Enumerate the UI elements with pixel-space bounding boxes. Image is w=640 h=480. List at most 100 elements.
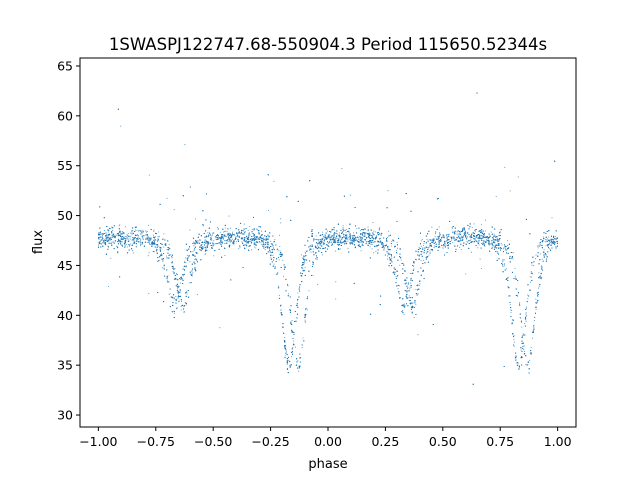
data-point	[491, 242, 493, 244]
data-point	[369, 246, 371, 248]
data-point	[132, 252, 134, 254]
data-point	[362, 244, 364, 247]
data-point	[294, 346, 297, 348]
data-point	[450, 239, 452, 241]
data-point	[510, 309, 512, 311]
data-point	[197, 239, 199, 242]
data-point	[484, 230, 486, 232]
data-point	[302, 268, 304, 270]
data-point	[271, 244, 274, 246]
data-point	[272, 254, 274, 257]
data-point	[447, 244, 449, 246]
data-point	[177, 297, 179, 299]
data-point	[526, 315, 528, 317]
data-point	[407, 286, 409, 289]
data-point	[124, 245, 126, 247]
data-point	[510, 258, 512, 260]
data-point	[503, 247, 505, 249]
data-point	[547, 236, 549, 238]
data-point	[423, 259, 425, 261]
data-point	[253, 229, 255, 231]
data-point	[175, 272, 178, 274]
data-point	[504, 166, 506, 168]
data-point	[338, 241, 340, 244]
data-point	[238, 247, 240, 249]
data-point	[518, 303, 520, 305]
data-point	[131, 232, 133, 234]
data-point	[463, 229, 465, 231]
data-point	[543, 255, 545, 257]
data-point	[153, 230, 155, 232]
data-point	[150, 237, 152, 239]
data-point	[423, 242, 425, 245]
data-point	[186, 254, 188, 256]
data-point	[324, 238, 326, 240]
data-point	[219, 327, 221, 329]
data-point	[222, 235, 224, 238]
data-point	[286, 367, 289, 369]
data-point	[523, 351, 526, 353]
data-point	[191, 275, 193, 277]
data-point	[297, 304, 299, 306]
data-point	[359, 229, 362, 232]
data-point	[525, 315, 527, 317]
data-point	[400, 304, 402, 307]
data-point	[555, 237, 557, 239]
data-point	[357, 238, 360, 240]
data-point	[320, 239, 323, 241]
data-point	[466, 236, 469, 238]
data-point	[341, 238, 343, 240]
data-point	[446, 235, 448, 237]
data-point	[529, 353, 531, 355]
data-point	[194, 218, 197, 220]
data-point	[529, 276, 531, 278]
data-point	[373, 230, 375, 232]
data-point	[111, 241, 113, 243]
data-point	[174, 267, 176, 270]
data-point	[147, 239, 149, 241]
data-point	[492, 246, 494, 248]
data-point	[220, 244, 223, 246]
data-point	[317, 245, 319, 247]
data-point	[403, 303, 405, 305]
data-point	[502, 248, 504, 250]
data-point	[153, 229, 155, 231]
data-point	[545, 244, 547, 246]
data-point	[98, 241, 100, 243]
data-point	[249, 225, 251, 228]
data-point	[171, 257, 173, 259]
data-point	[400, 259, 402, 261]
data-point	[390, 245, 392, 247]
data-point	[438, 226, 440, 228]
data-point	[114, 237, 116, 239]
data-point	[351, 239, 353, 241]
data-point	[192, 272, 194, 274]
data-point	[224, 255, 226, 257]
data-point	[312, 248, 314, 250]
data-point	[177, 294, 180, 296]
data-point	[521, 346, 523, 348]
data-point	[520, 317, 522, 319]
data-point	[323, 239, 325, 241]
data-point	[242, 238, 244, 241]
data-point	[474, 239, 476, 242]
data-point	[493, 233, 495, 235]
data-point	[173, 273, 175, 275]
data-point	[391, 257, 393, 259]
data-point	[200, 243, 202, 245]
data-point	[278, 234, 281, 236]
data-point	[465, 230, 467, 233]
data-point	[448, 240, 450, 242]
data-point	[420, 245, 422, 248]
data-point	[185, 257, 187, 259]
data-point	[367, 226, 369, 228]
data-point	[339, 232, 341, 234]
data-point	[134, 240, 136, 242]
data-point	[139, 238, 141, 240]
data-point	[310, 245, 312, 247]
data-point	[379, 227, 381, 229]
data-point	[375, 251, 377, 253]
data-point	[193, 249, 195, 251]
data-point	[147, 255, 149, 257]
data-point	[131, 233, 133, 235]
